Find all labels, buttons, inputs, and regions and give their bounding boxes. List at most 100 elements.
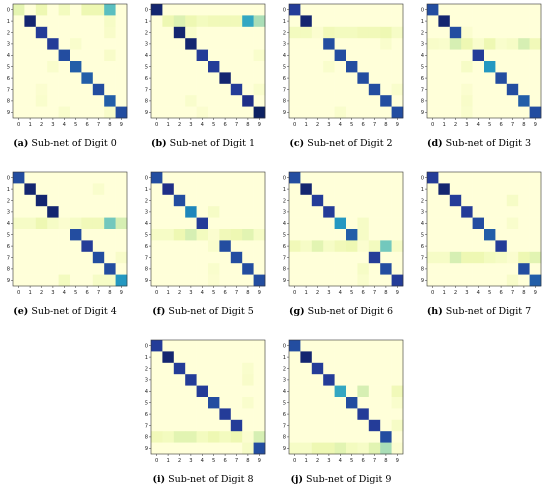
y-tick-label: 8 — [421, 99, 424, 105]
y-tick-label: 2 — [7, 198, 10, 204]
heatmap-cell — [242, 442, 254, 455]
x-tick-label: 8 — [246, 290, 249, 296]
heatmap-cell — [219, 217, 232, 230]
heatmap-cell — [495, 95, 508, 107]
plot-frame — [150, 171, 266, 287]
heatmap-cell — [300, 206, 313, 218]
heatmap-cell — [438, 83, 451, 96]
heatmap-cell — [300, 83, 313, 96]
heatmap-cell — [427, 194, 439, 207]
x-tick-label: 5 — [212, 458, 215, 464]
heatmap-cell — [92, 26, 105, 39]
heatmap-cell — [115, 240, 128, 253]
heatmap-cell — [92, 229, 105, 241]
heatmap-cell — [253, 38, 266, 50]
x-tick-label: 1 — [28, 122, 31, 128]
heatmap-cell — [92, 15, 105, 28]
heatmap-cell — [334, 26, 347, 39]
y-tick-label: 0 — [145, 344, 148, 350]
heatmap-cell — [506, 172, 519, 184]
heatmap-cell — [92, 106, 105, 119]
y-tick-label: 3 — [421, 210, 424, 216]
heatmap-cell — [70, 274, 82, 287]
heatmap-cell — [230, 374, 243, 386]
heatmap-cell — [47, 26, 59, 39]
heatmap-cell — [208, 206, 220, 218]
heatmap-cell — [162, 49, 175, 62]
heatmap-cell — [219, 351, 232, 364]
heatmap-cell — [253, 374, 266, 386]
heatmap-cell — [289, 172, 301, 184]
heatmap-cell — [529, 38, 542, 50]
heatmap-cell — [438, 15, 451, 28]
heatmap-cell — [104, 95, 116, 107]
y-tick-label: 3 — [283, 210, 286, 216]
heatmap-cell — [311, 362, 324, 375]
heatmap-cell — [24, 217, 37, 230]
heatmap-cell — [334, 217, 347, 230]
heatmap-cell — [230, 15, 243, 28]
heatmap-cell — [506, 206, 519, 218]
heatmap-cell — [219, 263, 232, 275]
heatmap-cell — [506, 26, 519, 39]
heatmap-cell — [185, 206, 197, 218]
heatmap-cell — [173, 397, 186, 409]
heatmap-cell — [506, 4, 519, 16]
heatmap-cell — [242, 106, 254, 119]
heatmap-cell — [162, 61, 175, 73]
heatmap-cell — [461, 194, 473, 207]
x-tick-label: 9 — [534, 290, 537, 296]
heatmap-cell — [311, 408, 324, 421]
x-tick-label: 9 — [120, 122, 123, 128]
plot-frame — [288, 3, 404, 119]
heatmap-cell — [529, 106, 542, 119]
y-tick-label: 6 — [421, 76, 424, 82]
heatmap-c: 0 0 1 1 2 2 3 3 4 4 5 5 6 6 7 7 8 8 9 9 — [283, 3, 404, 128]
heatmap-cell — [162, 408, 175, 421]
heatmap-d: 0 0 1 1 2 2 3 3 4 4 5 5 6 6 7 7 8 8 9 9 — [421, 3, 542, 128]
heatmap-cell — [529, 251, 542, 264]
heatmap-cell — [81, 183, 94, 196]
heatmap-cell — [253, 194, 266, 207]
heatmap-cell — [346, 263, 358, 275]
heatmap-cell — [35, 217, 48, 230]
caption-title: Sub-net of Digit 5 — [168, 306, 254, 317]
heatmap-cell — [518, 4, 530, 16]
heatmap-cell — [380, 95, 392, 107]
heatmap-cell — [323, 229, 335, 241]
heatmap-cell — [518, 61, 530, 73]
heatmap-cell — [311, 72, 324, 85]
heatmap-cell — [368, 442, 381, 455]
heatmap-cell — [380, 351, 392, 364]
heatmap-cell — [242, 351, 254, 364]
y-tick-label: 6 — [283, 412, 286, 418]
heatmap-cell — [24, 263, 37, 275]
heatmap-cell — [151, 38, 163, 50]
heatmap-cell — [35, 15, 48, 28]
heatmap-cell — [230, 183, 243, 196]
heatmap-cell — [323, 172, 335, 184]
heatmap-cell — [427, 172, 439, 184]
heatmap-cell — [518, 83, 530, 96]
heatmap-cell — [24, 183, 37, 196]
heatmap-cell — [81, 274, 94, 287]
heatmap-cell — [334, 385, 347, 398]
y-tick-label: 1 — [145, 355, 148, 361]
heatmap-cell — [461, 106, 473, 119]
heatmap-cell — [230, 61, 243, 73]
heatmap-cell — [219, 15, 232, 28]
panel-g: 0 0 1 1 2 2 3 3 4 4 5 5 6 6 7 7 8 8 9 9 (g) Sub-net of Digi… — [279, 170, 404, 322]
heatmap-cell — [506, 61, 519, 73]
heatmap-cell — [472, 15, 485, 28]
heatmap-cell — [334, 83, 347, 96]
y-tick-label: 5 — [145, 65, 148, 71]
heatmap-cell — [230, 419, 243, 432]
heatmap-cell — [24, 49, 37, 62]
x-tick-label: 0 — [293, 458, 296, 464]
heatmap-cell — [506, 229, 519, 241]
heatmap-cell — [173, 194, 186, 207]
heatmap-cell — [173, 251, 186, 264]
heatmap-cell — [104, 251, 116, 264]
heatmap-cell — [253, 95, 266, 107]
